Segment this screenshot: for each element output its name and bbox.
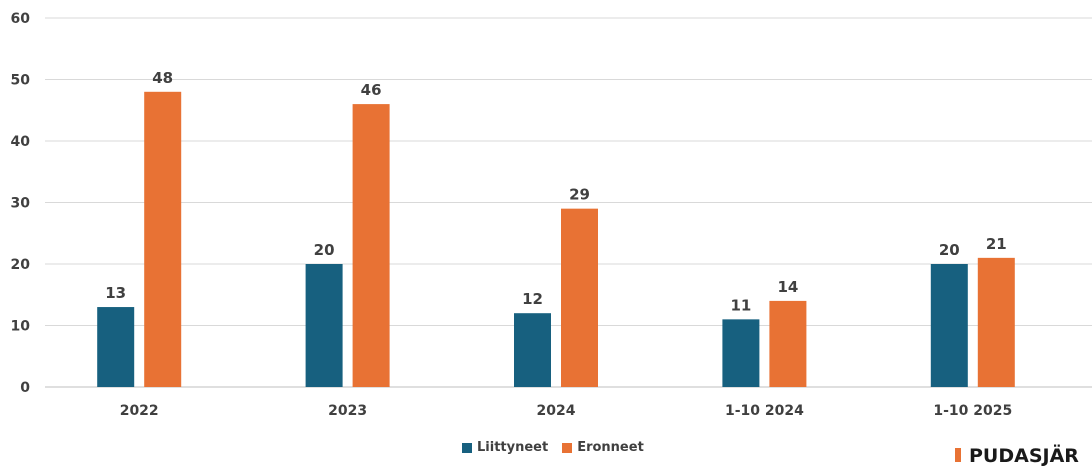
legend-label-eronneet: Eronneet bbox=[577, 440, 644, 455]
brand-logo: PUDASJÄR bbox=[955, 445, 1079, 467]
data-label: 20 bbox=[939, 241, 960, 259]
y-tick-label: 20 bbox=[11, 257, 31, 273]
x-tick-label: 1-10 2024 bbox=[725, 403, 804, 419]
data-label: 13 bbox=[105, 284, 126, 302]
x-tick-label: 1-10 2025 bbox=[933, 403, 1012, 419]
y-tick-label: 40 bbox=[11, 134, 31, 150]
brand-mark-icon bbox=[955, 448, 961, 462]
bar-liittyneet bbox=[930, 264, 968, 387]
legend-item-eronneet: Eronneet bbox=[562, 440, 644, 455]
x-tick-label: 2022 bbox=[120, 403, 159, 419]
bar-liittyneet bbox=[97, 307, 135, 387]
data-label: 20 bbox=[314, 241, 335, 259]
data-label: 48 bbox=[152, 69, 173, 87]
data-label: 29 bbox=[569, 186, 590, 204]
legend-label-liittyneet: Liittyneet bbox=[477, 440, 549, 455]
bar-liittyneet bbox=[305, 264, 343, 387]
bar-liittyneet bbox=[722, 319, 760, 387]
y-tick-label: 0 bbox=[20, 380, 30, 396]
y-tick-label: 50 bbox=[11, 73, 31, 89]
x-tick-label: 2023 bbox=[328, 403, 367, 419]
data-label: 12 bbox=[522, 290, 543, 308]
bar-eronneet bbox=[144, 91, 182, 388]
y-tick-label: 60 bbox=[11, 11, 31, 27]
brand-text: PUDASJÄR bbox=[969, 445, 1079, 467]
chart-legend: Liittyneet Eronneet bbox=[462, 440, 644, 455]
bar-eronneet bbox=[561, 208, 598, 387]
data-label: 11 bbox=[730, 296, 751, 314]
bar-eronneet bbox=[352, 104, 390, 387]
legend-swatch-liittyneet bbox=[462, 442, 472, 453]
bar-chart: 0 10 20 30 40 50 60 13 48 2022 20 46 2023 12 29 2024 11 1… bbox=[11, 11, 1092, 419]
data-label: 21 bbox=[986, 235, 1007, 253]
data-label: 14 bbox=[777, 278, 798, 296]
bar-eronneet bbox=[769, 300, 807, 387]
legend-item-liittyneet: Liittyneet bbox=[462, 440, 548, 455]
x-tick-label: 2024 bbox=[537, 403, 576, 419]
y-tick-label: 30 bbox=[11, 196, 31, 212]
bar-eronneet bbox=[977, 257, 1015, 387]
y-tick-label: 10 bbox=[11, 319, 31, 335]
data-label: 46 bbox=[361, 81, 382, 99]
legend-swatch-eronneet bbox=[562, 442, 573, 453]
bar-liittyneet bbox=[514, 313, 551, 387]
